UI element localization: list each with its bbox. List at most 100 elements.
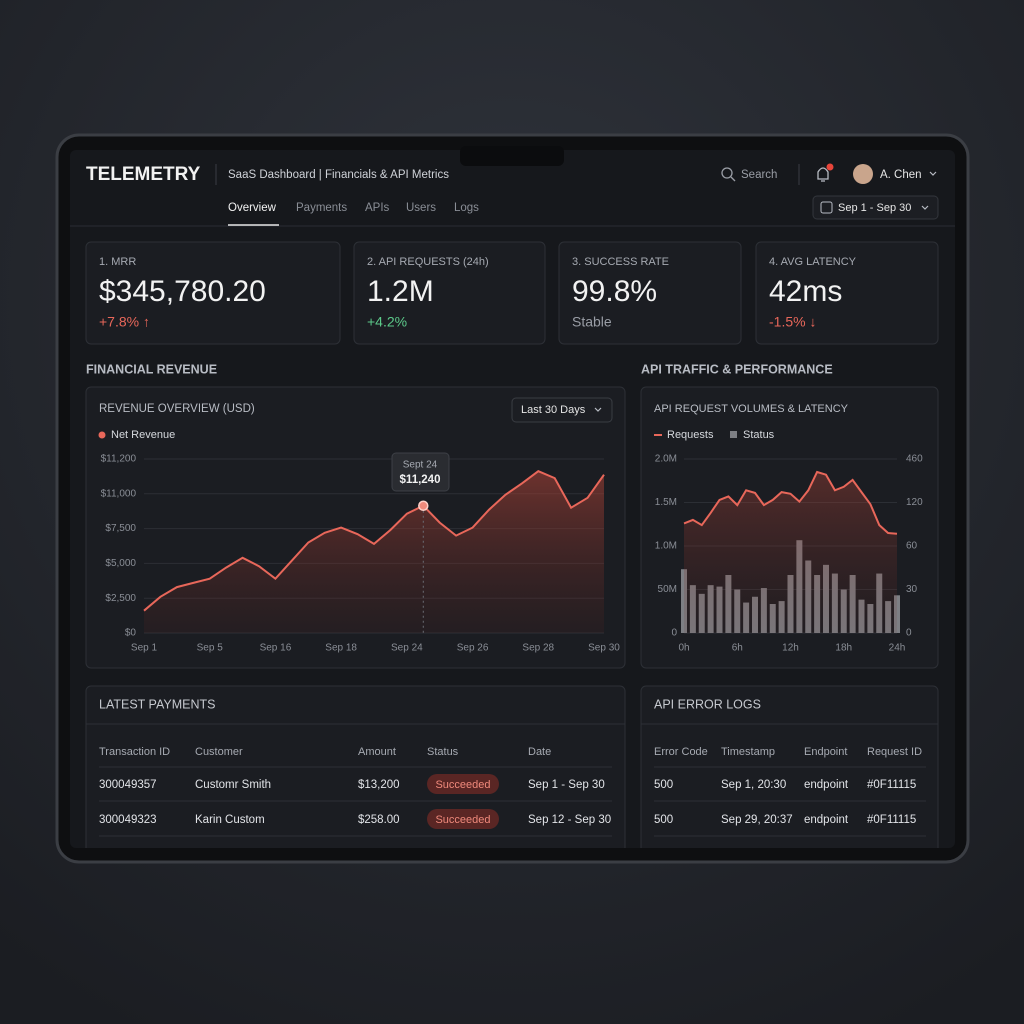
table-cell: $13,200 bbox=[358, 779, 400, 791]
status-text: Succeeded bbox=[435, 779, 490, 791]
kpi-label: 4. AVG LATENCY bbox=[769, 256, 857, 268]
chevron bbox=[594, 407, 602, 412]
notification-dot bbox=[826, 163, 834, 171]
kpi-change: +4.2% bbox=[367, 314, 407, 330]
y-tick-label: 0 bbox=[671, 628, 677, 639]
y-tick-label: $5,000 bbox=[105, 558, 136, 569]
kpi-change: -1.5% ↓ bbox=[769, 314, 816, 330]
x-tick-label: 18h bbox=[835, 643, 852, 654]
kpi-card bbox=[755, 241, 939, 345]
range-select[interactable] bbox=[511, 397, 613, 423]
legend-label: Requests bbox=[667, 429, 714, 441]
nav-tab[interactable]: Overview bbox=[228, 202, 277, 214]
table-title: API ERROR LOGS bbox=[654, 697, 761, 711]
y-tick-label: $11,200 bbox=[101, 454, 137, 465]
nav-tab[interactable]: Payments bbox=[296, 202, 347, 214]
section-title: API TRAFFIC & PERFORMANCE bbox=[641, 362, 833, 376]
column-header: Endpoint bbox=[804, 746, 847, 758]
x-tick-label: 12h bbox=[782, 643, 799, 654]
x-tick-label: Sep 30 bbox=[588, 643, 620, 654]
kpi-value: 1.2M bbox=[367, 275, 434, 308]
user-name: A. Chen bbox=[880, 169, 922, 181]
table-cell: Customr Smith bbox=[195, 779, 271, 791]
date-button[interactable] bbox=[812, 195, 939, 220]
section-title: FINANCIAL REVENUE bbox=[86, 362, 217, 376]
y-tick-label: 2.0M bbox=[655, 454, 677, 465]
search-icon[interactable] bbox=[721, 167, 733, 179]
table-cell: endpoint bbox=[804, 814, 849, 826]
range-select-label[interactable]: Last 30 Days bbox=[521, 404, 586, 416]
x-tick-label: Sep 24 bbox=[391, 643, 423, 654]
nav-tab[interactable]: Users bbox=[406, 202, 436, 214]
screen: TELEMETRY SaaS Dashboard | Financials & A… bbox=[70, 150, 955, 848]
x-tick-label: Sep 26 bbox=[457, 643, 489, 654]
kpi-value: 99.8% bbox=[572, 275, 657, 308]
kpi-label: 1. MRR bbox=[99, 256, 136, 268]
legend-marker bbox=[730, 431, 737, 438]
table-cell: endpoint bbox=[804, 779, 849, 791]
column-header: Date bbox=[528, 746, 551, 758]
table-cell: 500 bbox=[654, 779, 673, 791]
y-tick-label: 30 bbox=[906, 584, 918, 595]
table-cell: 500 bbox=[654, 814, 673, 826]
column-header: Status bbox=[427, 746, 459, 758]
table-cell: Sep 1, 20:30 bbox=[721, 779, 786, 791]
x-tick-label: Sep 28 bbox=[522, 643, 554, 654]
kpi-change: Stable bbox=[572, 314, 612, 330]
x-tick-label: Sep 16 bbox=[260, 643, 292, 654]
kpi-value: 42ms bbox=[769, 275, 842, 308]
table-title: LATEST PAYMENTS bbox=[99, 697, 215, 711]
y-tick-label: 460 bbox=[906, 454, 923, 465]
y-tick-label: 120 bbox=[906, 497, 923, 508]
bell-icon[interactable] bbox=[817, 167, 829, 182]
column-header: Amount bbox=[358, 746, 396, 758]
status-text: Succeeded bbox=[435, 814, 490, 826]
brand: TELEMETRY bbox=[86, 164, 201, 185]
chevron bbox=[929, 171, 937, 176]
kpi-label: 3. SUCCESS RATE bbox=[572, 256, 669, 268]
column-header: Timestamp bbox=[721, 746, 775, 758]
tooltip-value: $11,240 bbox=[400, 474, 441, 486]
table-cell: Sep 29, 20:37 bbox=[721, 814, 793, 826]
line bbox=[143, 470, 605, 612]
column-header: Request ID bbox=[867, 746, 922, 758]
search[interactable]: Search bbox=[741, 169, 777, 181]
line bbox=[683, 470, 898, 535]
table-cell: Sep 12 - Sep 30 bbox=[528, 814, 611, 826]
column-header: Customer bbox=[195, 746, 243, 758]
legend-marker bbox=[98, 431, 106, 439]
table-cell: $258.00 bbox=[358, 814, 400, 826]
camera-notch bbox=[460, 146, 564, 166]
area bbox=[144, 471, 604, 633]
y-tick-label: $0 bbox=[125, 628, 137, 639]
kpi-card bbox=[558, 241, 742, 345]
status-pill bbox=[427, 774, 499, 794]
x-tick-label: Sep 18 bbox=[325, 643, 357, 654]
tooltip bbox=[391, 452, 450, 492]
y-tick-label: $11,000 bbox=[101, 488, 137, 499]
kpi-change: +7.8% ↑ bbox=[99, 314, 150, 330]
kpi-card bbox=[353, 241, 546, 345]
search-icon bbox=[730, 176, 736, 182]
table-cell: 300049357 bbox=[99, 779, 157, 791]
chart-title: REVENUE OVERVIEW (USD) bbox=[99, 403, 255, 415]
avatar[interactable] bbox=[853, 164, 873, 184]
chart-title: API REQUEST VOLUMES & LATENCY bbox=[654, 403, 849, 415]
chevron bbox=[921, 205, 929, 210]
status-pill bbox=[427, 809, 499, 829]
column-header: Transaction ID bbox=[99, 746, 170, 758]
calendar-icon bbox=[820, 201, 833, 214]
subtitle: SaaS Dashboard | Financials & API Metric… bbox=[228, 169, 449, 181]
nav-tab[interactable]: Logs bbox=[454, 202, 479, 214]
nav-tab[interactable]: APIs bbox=[365, 202, 390, 214]
table-cell: Sep 1 - Sep 30 bbox=[528, 779, 605, 791]
y-tick-label: $2,500 bbox=[105, 593, 136, 604]
date-range: Sep 1 - Sep 30 bbox=[838, 202, 911, 214]
kpi-card bbox=[85, 241, 341, 345]
kpi-value: $345,780.20 bbox=[99, 275, 266, 308]
table-cell: #0F11115 bbox=[867, 814, 916, 826]
table-cell: 300049323 bbox=[99, 814, 157, 826]
y-tick-label: $7,500 bbox=[105, 523, 136, 534]
highlight-point bbox=[418, 500, 429, 511]
